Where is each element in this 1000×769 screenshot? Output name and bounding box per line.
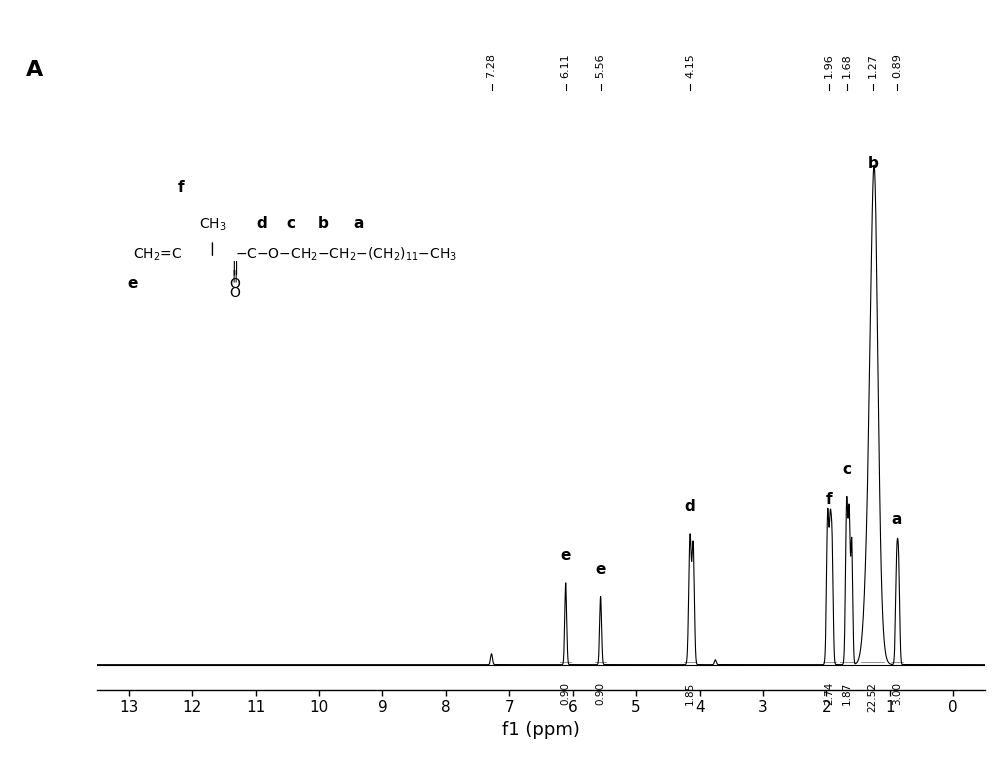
- Text: 2.74: 2.74: [824, 682, 834, 705]
- Text: c: c: [286, 216, 295, 231]
- Text: f: f: [178, 180, 185, 195]
- Text: 22.52: 22.52: [868, 682, 878, 712]
- Text: 0.90: 0.90: [561, 682, 571, 705]
- Text: ‖: ‖: [232, 269, 238, 282]
- X-axis label: f1 (ppm): f1 (ppm): [502, 721, 580, 738]
- Text: 6.11: 6.11: [561, 54, 571, 78]
- Text: 1.87: 1.87: [842, 682, 852, 705]
- Text: −C−O−CH$_2$−CH$_2$−(CH$_2$)$_{11}$−CH$_3$: −C−O−CH$_2$−CH$_2$−(CH$_2$)$_{11}$−CH$_3…: [235, 245, 457, 262]
- Text: 0.89: 0.89: [892, 53, 902, 78]
- Text: 1.85: 1.85: [685, 682, 695, 705]
- Text: a: a: [892, 512, 902, 527]
- Text: c: c: [842, 462, 851, 477]
- Text: e: e: [561, 548, 571, 563]
- Text: 4.15: 4.15: [685, 54, 695, 78]
- Text: 0.90: 0.90: [596, 682, 606, 705]
- Text: d: d: [685, 499, 695, 514]
- Text: CH$_2$=C: CH$_2$=C: [133, 246, 182, 262]
- Text: A: A: [26, 60, 43, 80]
- Text: 3.00: 3.00: [892, 682, 902, 705]
- Text: O: O: [229, 286, 240, 300]
- Text: b: b: [867, 156, 878, 171]
- Text: a: a: [354, 216, 364, 231]
- Text: b: b: [318, 216, 329, 231]
- Text: ‖
O: ‖ O: [229, 261, 240, 291]
- Text: 5.56: 5.56: [596, 54, 606, 78]
- Text: 1.27: 1.27: [868, 53, 878, 78]
- Text: e: e: [127, 276, 138, 291]
- Text: d: d: [256, 216, 267, 231]
- Text: 7.28: 7.28: [487, 53, 497, 78]
- Text: 1.96: 1.96: [824, 54, 834, 78]
- Text: CH$_3$: CH$_3$: [199, 216, 226, 232]
- Text: 1.68: 1.68: [842, 54, 852, 78]
- Text: f: f: [826, 491, 832, 507]
- Text: e: e: [595, 561, 606, 577]
